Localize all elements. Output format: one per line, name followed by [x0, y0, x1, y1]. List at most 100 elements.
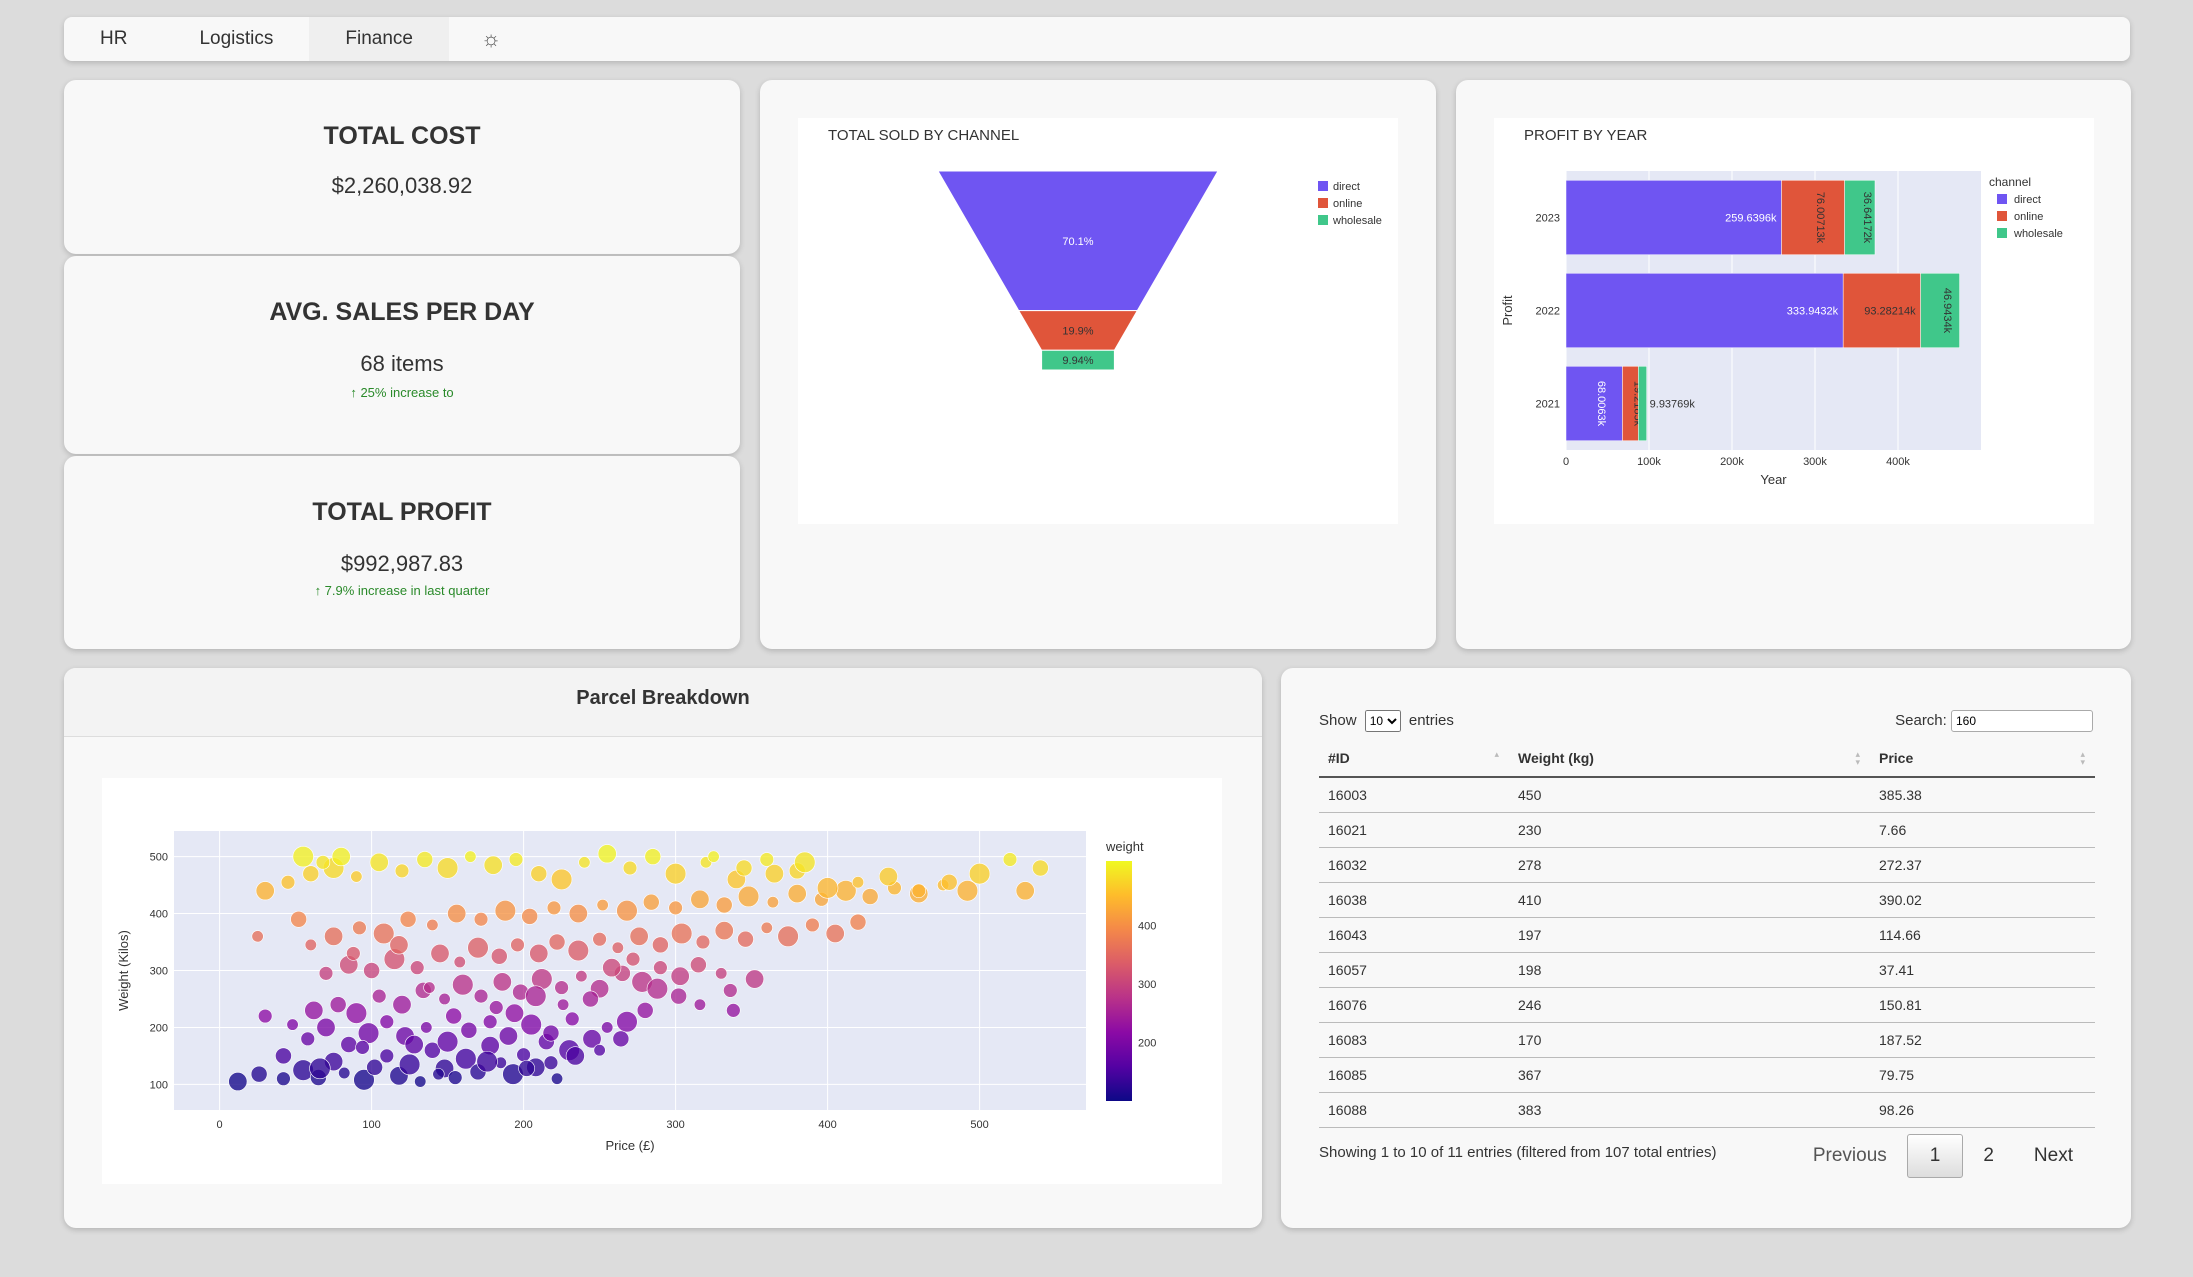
y-tick-label: 2021	[1536, 399, 1560, 411]
scatter-point	[379, 1014, 394, 1029]
column-header-price[interactable]: Price ▴ ▾	[1870, 740, 2095, 778]
parcel-table-card: Show 10 entries Search: #ID▴ Weight (kg)…	[1281, 668, 2131, 1228]
funnel-label: 19.9%	[1062, 325, 1093, 337]
cell-price: 272.37	[1870, 847, 2095, 883]
scatter-point	[473, 912, 489, 927]
scatter-point	[548, 933, 566, 951]
table-row: 16085 367 79.75	[1319, 1057, 2095, 1093]
scatter-point	[735, 859, 753, 877]
bar-online-2022	[1842, 273, 1921, 348]
scatter-point	[302, 865, 320, 883]
x-axis-label: Price (£)	[605, 1138, 654, 1153]
scatter-point	[529, 943, 549, 963]
column-header-weight[interactable]: Weight (kg) ▴ ▾	[1509, 740, 1870, 778]
total-cost-card: TOTAL COST $2,260,038.92	[64, 80, 740, 254]
scatter-point	[956, 880, 979, 902]
cell-price: 7.66	[1870, 812, 2095, 848]
funnel-card: TOTAL SOLD BY CHANNEL 70.1% 19.9% 9.94% dire…	[760, 80, 1436, 649]
bar-label: 259.6396k	[1725, 213, 1777, 225]
scatter-point	[557, 998, 570, 1011]
scatter-point	[438, 992, 451, 1006]
y-tick-label: 2022	[1536, 306, 1560, 318]
scatter-point	[286, 1018, 299, 1031]
scatter-point	[543, 1055, 559, 1070]
nav-tab-logistics[interactable]: Logistics	[199, 28, 274, 49]
scatter-point	[671, 922, 693, 945]
page-1-button[interactable]: 1	[1906, 1134, 1964, 1178]
table-row: 16043 197 114.66	[1319, 917, 2095, 953]
scatter-point	[430, 943, 450, 963]
search-label: Search:	[1895, 712, 1947, 729]
y-tick-label: 500	[150, 852, 168, 864]
legend-swatch	[1997, 228, 2007, 238]
scatter-point	[467, 937, 489, 959]
scatter-point	[228, 1072, 248, 1092]
next-page-button[interactable]: Next	[2033, 1145, 2073, 1166]
total-profit-note: ↑ 7.9% increase in last quarter	[314, 583, 490, 598]
cell-id: 16043	[1319, 917, 1509, 953]
sun-icon[interactable]: ☼	[480, 26, 502, 51]
scatter-point	[737, 885, 760, 908]
cell-id: 16088	[1319, 1092, 1509, 1128]
cell-price: 114.66	[1870, 917, 2095, 953]
scatter-point	[653, 960, 668, 975]
scatter-point	[363, 962, 380, 979]
cell-weight: 383	[1509, 1092, 1870, 1128]
bar-label: 76.00713k	[1814, 192, 1826, 244]
scatter-point	[1015, 881, 1035, 901]
scatter-point	[622, 860, 638, 876]
scatter-point	[546, 900, 562, 916]
bar-direct-2022	[1565, 273, 1844, 348]
scatter-point	[707, 850, 720, 863]
scatter-point	[426, 918, 439, 931]
scatter-point	[550, 868, 573, 891]
scatter-point	[452, 974, 474, 996]
scatter-point	[715, 967, 728, 980]
parcel-scatter-chart: 0 100 200 300 400 500 100 200 300 400 500 Price (£)…	[116, 831, 1156, 1153]
scatter-point	[554, 980, 569, 995]
cell-id: 16003	[1319, 777, 1509, 813]
scatter-point	[593, 1044, 606, 1057]
page-size-select[interactable]: 10	[1364, 710, 1401, 732]
previous-page-button[interactable]: Previous	[1812, 1145, 1887, 1166]
scatter-point	[455, 1048, 477, 1070]
legend-entry: direct	[1333, 181, 1360, 193]
cell-price: 187.52	[1870, 1022, 2095, 1058]
legend-swatch	[1997, 194, 2007, 204]
scatter-point	[340, 1036, 358, 1053]
scatter-point	[331, 847, 351, 867]
table-row: 16021 230 7.66	[1319, 812, 2095, 848]
scatter-point	[338, 1066, 351, 1080]
scatter-point	[644, 848, 662, 865]
scatter-point	[345, 1002, 368, 1024]
scatter-point	[646, 978, 669, 1000]
scatter-point	[737, 930, 754, 948]
scatter-point	[373, 922, 395, 945]
scatter-point	[759, 852, 774, 867]
bar-label: 333.9432k	[1787, 306, 1839, 318]
scatter-point	[565, 1046, 585, 1066]
scatter-point	[379, 1048, 394, 1064]
scatter-point	[766, 896, 779, 909]
nav-tab-hr[interactable]: HR	[100, 28, 128, 49]
scatter-point	[404, 1035, 424, 1055]
scatter-point	[1032, 859, 1049, 877]
nav-tab-finance[interactable]: Finance	[309, 17, 449, 61]
scatter-point	[476, 1050, 498, 1073]
total-profit-value: $992,987.83	[340, 551, 464, 576]
scatter-point	[794, 851, 816, 873]
funnel-label: 70.1%	[1062, 236, 1093, 248]
scatter-point	[346, 946, 361, 961]
legend-entry: wholesale	[1332, 215, 1382, 227]
page-2-button[interactable]: 2	[1983, 1145, 1994, 1166]
scatter-point	[805, 917, 820, 933]
total-cost-title: TOTAL COST	[323, 122, 481, 150]
scatter-point	[447, 904, 467, 924]
cell-weight: 410	[1509, 882, 1870, 918]
search-input[interactable]	[1951, 710, 2093, 732]
scatter-point	[878, 867, 898, 887]
scatter-point	[760, 921, 773, 934]
scatter-point	[582, 1029, 602, 1049]
column-header-id[interactable]: #ID ▴	[1319, 740, 1509, 778]
table-row: 16076 246 150.81	[1319, 987, 2095, 1023]
